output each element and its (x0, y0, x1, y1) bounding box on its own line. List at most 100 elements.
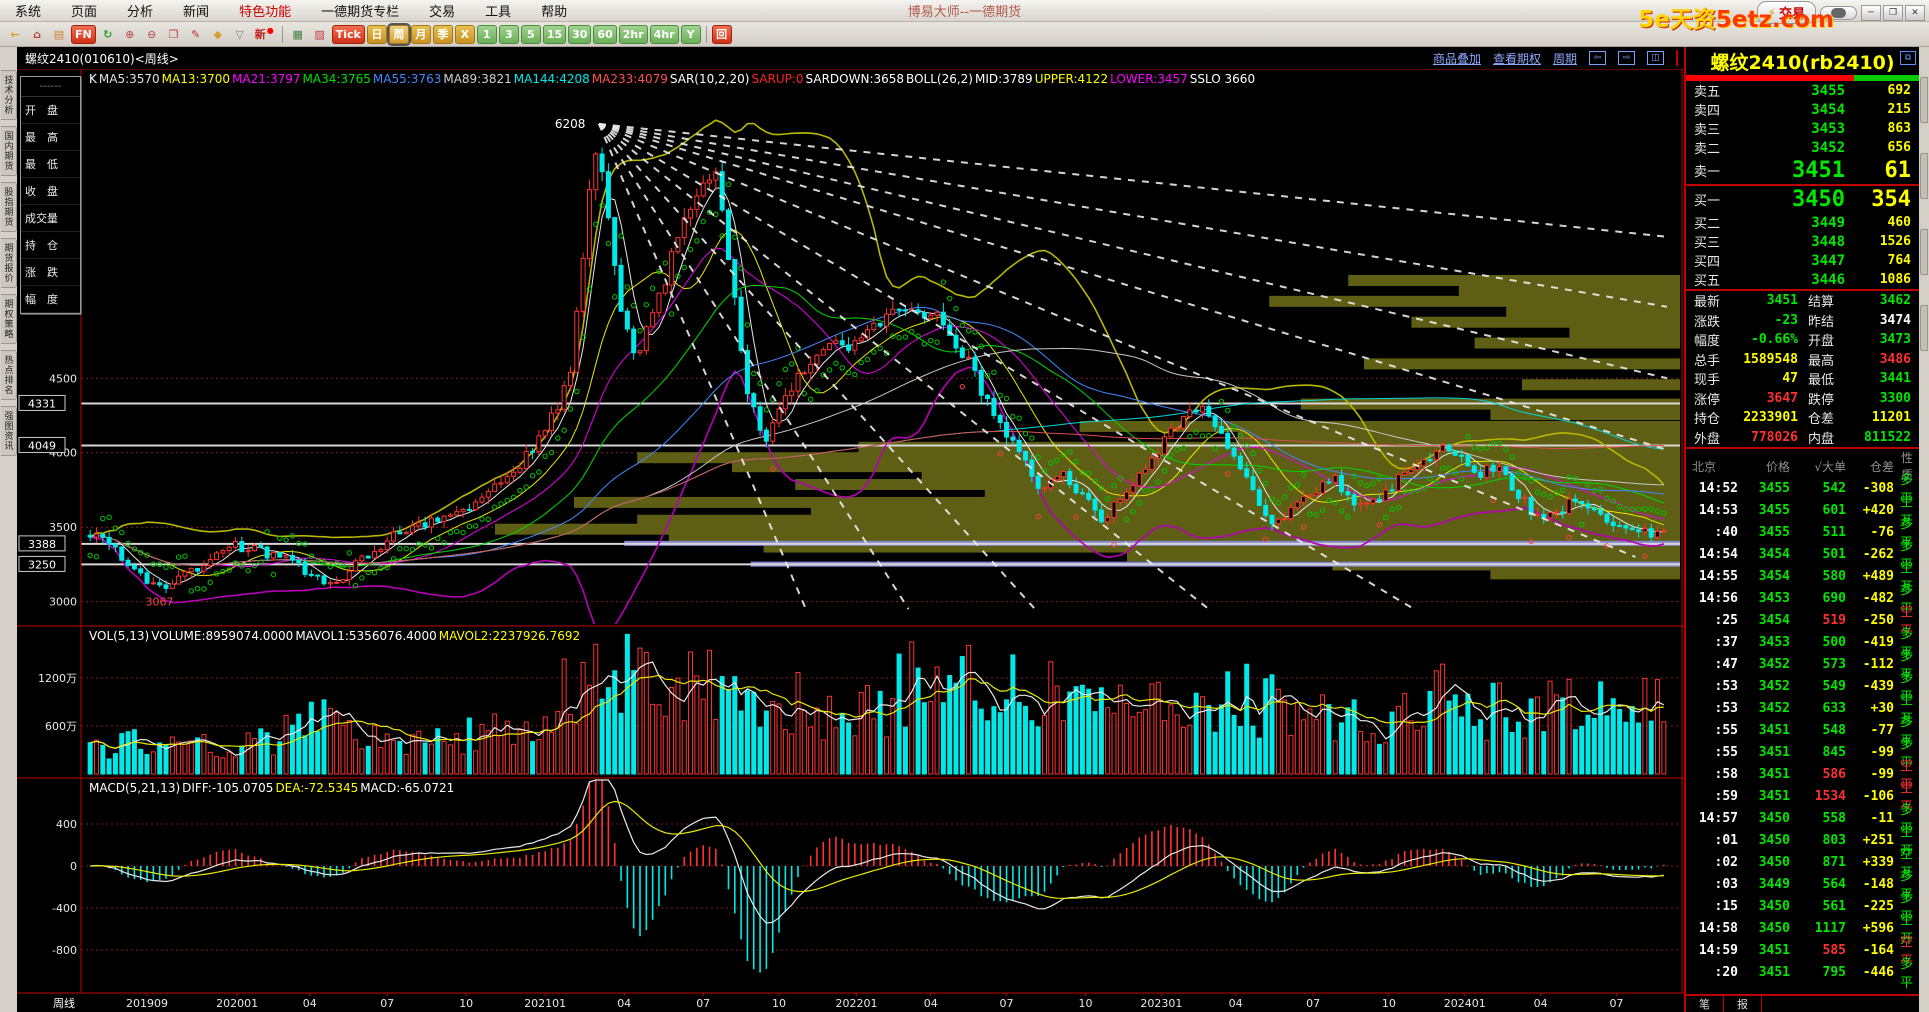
playback-button[interactable]: 回 (711, 24, 732, 44)
sidebar-tab-股指期货[interactable]: 股指期货 (0, 182, 17, 232)
sidebar-tab-国内期货[interactable]: 国内期货 (0, 126, 17, 176)
tick-row[interactable]: :37 3453 500 -419 多平 (1686, 623, 1919, 661)
period-quarter-button[interactable]: 季 (432, 24, 453, 44)
message-button[interactable] (1820, 5, 1857, 20)
paint-icon[interactable]: ◆ (213, 27, 222, 41)
popout-icon[interactable]: ⧉ (1900, 51, 1916, 65)
period-month-button[interactable]: 月 (410, 24, 431, 44)
collapsed-panel-tab[interactable] (1920, 153, 1928, 199)
bid-row[interactable]: 买五 3446 1086 (1686, 270, 1919, 290)
tick-row[interactable]: 14:57 3450 558 -11 多平 (1686, 799, 1919, 837)
tick-row[interactable]: :47 3452 573 -112 多平 (1686, 645, 1919, 683)
header-link-周期[interactable]: 周期 (1552, 51, 1577, 66)
tick-row[interactable]: :03 3449 564 -148 多平 (1686, 865, 1919, 903)
filter-icon[interactable]: ▽ (235, 27, 244, 41)
menu-item-新闻[interactable]: 新闻 (183, 5, 210, 20)
header-link-查看期权[interactable]: 查看期权 (1492, 51, 1541, 66)
menu-item-一德期货专栏[interactable]: 一德期货专栏 (321, 5, 400, 20)
period-30min-button[interactable]: 30 (568, 24, 592, 44)
header-nav-icon[interactable]: ⇦ (1589, 51, 1606, 65)
chart-icon[interactable]: ▨ (314, 27, 325, 41)
period-year-button[interactable]: Y (680, 24, 701, 44)
menu-item-分析[interactable]: 分析 (127, 5, 154, 20)
tick-row[interactable]: :53 3452 633 +30 空开 (1686, 689, 1919, 727)
tick-row[interactable]: 14:56 3453 690 -482 多平 (1686, 579, 1919, 617)
tick-row[interactable]: :58 3451 586 -99 空平 (1686, 755, 1919, 793)
draw-icon[interactable]: ✎ (191, 27, 201, 41)
tick-row[interactable]: :55 3451 845 -99 多平 (1686, 733, 1919, 771)
zoom-in-icon[interactable]: ⊕ (125, 27, 135, 41)
menu-item-特色功能[interactable]: 特色功能 (239, 5, 292, 20)
ask-row[interactable]: 卖二 3452 656 (1686, 138, 1919, 158)
period-60min-button[interactable]: 60 (593, 24, 617, 44)
period-tick-button[interactable]: Tick (331, 24, 365, 44)
bid-row[interactable]: 买三 3448 1526 (1686, 232, 1919, 252)
menu-item-交易[interactable]: 交易 (429, 5, 456, 20)
tick-row[interactable]: :15 3450 561 -225 多平 (1686, 887, 1919, 925)
header-nav-icon[interactable]: ⇨ (1618, 51, 1635, 65)
collapsed-panel-tab[interactable] (1920, 77, 1928, 123)
sidebar-tab-热点排名[interactable]: 热点排名 (0, 350, 17, 400)
ask-row[interactable]: 卖三 3453 863 (1686, 119, 1919, 139)
new-feature-button[interactable]: 新 ● (254, 25, 274, 42)
period-x-button[interactable]: X (454, 24, 475, 44)
menu-item-页面[interactable]: 页面 (71, 5, 98, 20)
tick-row[interactable]: 14:52 3455 542 -308 多平 (1686, 469, 1919, 507)
ask-row[interactable]: 卖四 3454 215 (1686, 100, 1919, 120)
tick-row[interactable]: 14:58 3450 1117 +596 空开 (1686, 909, 1919, 947)
close-button[interactable]: ✕ (1905, 4, 1925, 21)
ask1-row[interactable]: 卖一 3451 61 (1686, 157, 1919, 184)
tick-row[interactable]: :02 3450 871 +339 空开 (1686, 843, 1919, 881)
header-nav-icon[interactable]: ◫ (1647, 51, 1664, 65)
period-week-button[interactable]: 周 (386, 22, 411, 46)
menu-item-系统[interactable]: 系统 (15, 5, 42, 20)
tick-row[interactable]: 14:55 3454 580 +489 空开 (1686, 557, 1919, 595)
back-icon[interactable]: ← (10, 27, 20, 41)
tick-row[interactable]: :20 3451 795 -446 多平 (1686, 953, 1919, 991)
period-2hr-button[interactable]: 2hr (618, 24, 648, 44)
refresh-icon[interactable]: ↻ (103, 27, 113, 41)
trade-button[interactable]: ⚡ 交易 (1756, 1, 1816, 24)
page-icon[interactable]: ▤ (53, 27, 65, 41)
tick-row[interactable]: :01 3450 803 +251 空开 (1686, 821, 1919, 859)
quote-table-icon[interactable]: ▦ (292, 27, 303, 41)
menu-item-工具[interactable]: 工具 (485, 5, 512, 20)
maximize-button[interactable]: ❒ (1883, 4, 1903, 21)
header-link-商品叠加[interactable]: 商品叠加 (1432, 51, 1481, 66)
sidebar-tab-强图资讯[interactable]: 强图资讯 (0, 406, 17, 456)
collapsed-panel-tab[interactable] (1920, 305, 1928, 351)
tick-row[interactable]: :25 3454 519 -250 空平 (1686, 601, 1919, 639)
sidebar-tab-期权策略[interactable]: 期权策略 (0, 294, 17, 344)
minimize-button[interactable]: ─ (1861, 4, 1881, 21)
quote-tab-报[interactable]: 报 (1724, 996, 1762, 1012)
period-5min-button[interactable]: 5 (520, 24, 541, 44)
bid-row[interactable]: 买二 3449 460 (1686, 213, 1919, 233)
tick-row[interactable]: :55 3451 548 -77 多平 (1686, 711, 1919, 749)
bid-row[interactable]: 买四 3447 764 (1686, 251, 1919, 271)
home-icon[interactable]: ⌂ (33, 27, 41, 41)
zoom-out-icon[interactable]: ⊖ (147, 27, 157, 41)
tick-row[interactable]: 14:53 3455 601 +420 空开 (1686, 491, 1919, 529)
bid1-row[interactable]: 买一 3450 354 (1686, 186, 1919, 213)
overlay-icon[interactable]: ❐ (168, 27, 179, 41)
sidebar-tab-技术分析[interactable]: 技术分析 (0, 70, 17, 120)
ticks-table[interactable]: 14:52 3455 542 -308 多平 14:53 3455 601 +420 空开:40 3… (1686, 469, 1919, 994)
sidebar-tab-期货报价[interactable]: 期货报价 (0, 238, 17, 288)
period-1min-button[interactable]: 1 (476, 24, 497, 44)
period-3min-button[interactable]: 3 (498, 24, 519, 44)
period-4hr-button[interactable]: 4hr (649, 24, 679, 44)
tick-row[interactable]: :53 3452 549 -439 多平 (1686, 667, 1919, 705)
ask-row[interactable]: 卖五 3455 692 (1686, 81, 1919, 101)
tick-row[interactable]: :40 3455 511 -76 多平 (1686, 513, 1919, 551)
tick-row[interactable]: 14:59 3451 585 -164 空平 (1686, 931, 1919, 969)
price-chart[interactable]: 4500400035003000433140493388325062083067… (17, 69, 1684, 1012)
quote-tab-笔[interactable]: 笔 (1686, 996, 1724, 1012)
ohlc-float-panel[interactable]: ------ 开 盘最 高最 低收 盘成交量持 仓涨 跌幅 度 (20, 76, 81, 314)
tick-row[interactable]: :59 3451 1534 -106 空平 (1686, 777, 1919, 815)
fn-button[interactable]: FN (71, 24, 96, 44)
period-15min-button[interactable]: 15 (542, 24, 567, 44)
tick-row[interactable]: 14:54 3454 501 -262 多平 (1686, 535, 1919, 573)
menu-item-帮助[interactable]: 帮助 (541, 5, 568, 20)
period-day-button[interactable]: 日 (366, 24, 387, 44)
collapsed-panel-tab[interactable] (1920, 229, 1928, 275)
